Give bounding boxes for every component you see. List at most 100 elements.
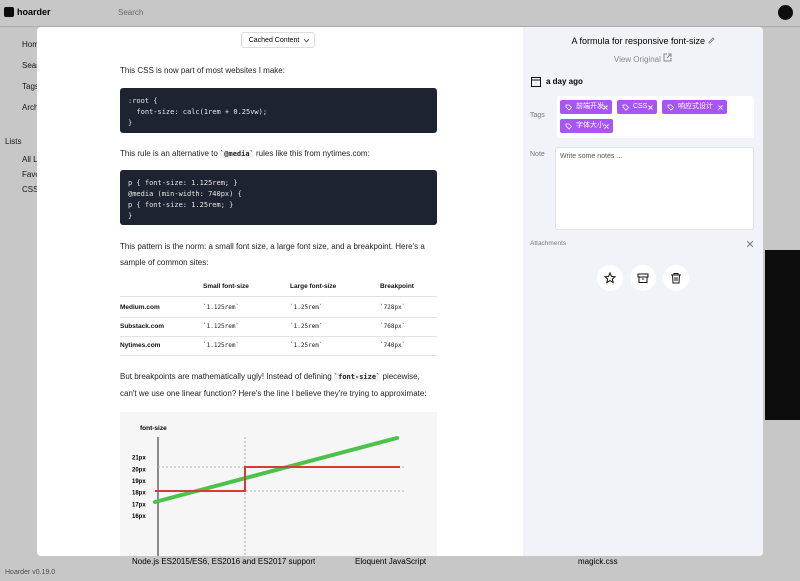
tag-icon (667, 104, 674, 111)
icon-path (718, 105, 723, 110)
text: This rule is an alternative to (120, 149, 221, 158)
calendar-icon (531, 77, 541, 87)
code-line: p { font-size: 1.125rem; } (128, 179, 238, 187)
list-item[interactable]: CSS (22, 185, 39, 194)
avatar[interactable] (778, 5, 793, 20)
delete-button[interactable] (663, 265, 689, 291)
remove-icon[interactable] (718, 105, 723, 110)
table-cell: `1.125rem` (203, 342, 240, 349)
tag-icon (565, 104, 572, 111)
table-cell: `1.25rem` (290, 304, 323, 311)
tag-chip[interactable]: CSS (617, 100, 657, 114)
favorite-button[interactable] (597, 265, 623, 291)
table-row: Medium.com `1.125rem` `1.25rem` `728px` (120, 299, 437, 318)
tags-label: Tags (530, 112, 545, 119)
paragraph: This pattern is the norm: a small font s… (120, 242, 425, 267)
tag-label: 前端开发 (576, 103, 604, 110)
table-header: Small font-size Large font-size Breakpoi… (120, 280, 437, 297)
archive-icon (637, 273, 649, 283)
icon-path (622, 104, 629, 111)
card-image (765, 250, 800, 420)
code-line: } (128, 212, 133, 220)
nav-item[interactable]: Archive (22, 103, 49, 112)
table-cell: `740px` (380, 342, 406, 349)
view-toggle[interactable]: Cached Content (241, 32, 315, 48)
card-title[interactable]: Node.js ES2015/ES6, ES2016 and ES2017 su… (132, 557, 316, 566)
attachments-label: Attachments (530, 240, 567, 247)
figure-tick-label: 19px (132, 479, 146, 485)
column-header: Small font-size (203, 283, 249, 290)
text: rules like this from nytimes.com: (253, 149, 370, 158)
code-line: :root { (128, 97, 158, 105)
note-label: Note (530, 151, 545, 158)
code-line: @media (min-width: 740px) { (128, 190, 242, 198)
table-cell: `1.25rem` (290, 323, 323, 330)
remove-icon[interactable] (604, 124, 609, 129)
title-text: A formula for responsive font-size (571, 36, 706, 46)
table-cell: `728px` (380, 304, 406, 311)
bookmark-title: A formula for responsive font-size (523, 36, 763, 46)
tag-icon (565, 123, 572, 130)
code-line: } (128, 119, 133, 127)
code-line: p { font-size: 1.25rem; } (128, 201, 234, 209)
text: piecewise, can't we use one linear funct… (120, 372, 427, 398)
trash-icon (671, 273, 681, 284)
icon-path (565, 104, 572, 111)
collapse-icon[interactable] (747, 241, 753, 247)
icon-path (667, 104, 674, 111)
step-line (155, 466, 400, 492)
figure-label: font-size (140, 425, 167, 432)
paragraph: But breakpoints are mathematically ugly!… (120, 369, 438, 401)
figure-tick-label: 17px (132, 502, 146, 508)
edit-icon[interactable] (708, 37, 715, 44)
remove-icon[interactable] (648, 105, 653, 110)
code-block: :root { font-size: calc(1rem + 0.25vw); … (120, 88, 437, 133)
link-text[interactable]: View Original (613, 55, 661, 64)
icon-path (648, 105, 653, 110)
table-cell: `1.125rem` (203, 323, 240, 330)
figure-tick-label: 20px (132, 467, 146, 473)
note-input[interactable]: Write some notes ... (555, 147, 754, 230)
code-line: font-size: calc(1rem + 0.25vw); (128, 108, 268, 116)
search-box[interactable]: Search (118, 8, 144, 17)
tag-chip[interactable]: 字体大小 (560, 119, 613, 133)
column-header: Large font-size (290, 283, 337, 290)
logo (4, 7, 14, 17)
table-cell: `768px` (380, 323, 406, 330)
archive-button[interactable] (630, 265, 656, 291)
card-title[interactable]: magick.css (578, 557, 618, 566)
table-row: Substack.com `1.125rem` `1.25rem` `768px` (120, 318, 437, 337)
brand[interactable]: hoarder (17, 7, 51, 17)
nav-item[interactable]: Home (22, 40, 44, 49)
nav-item[interactable]: Search (22, 61, 48, 70)
paragraph: This CSS is now part of most websites I … (120, 66, 285, 75)
column-header: Breakpoint (380, 283, 414, 290)
inline-code: `@media` (220, 150, 254, 158)
external-icon (663, 53, 672, 62)
timestamp: a day ago (546, 77, 583, 86)
inline-code: `font-size` (333, 373, 381, 381)
tag-chip[interactable]: 响应式设计 (662, 100, 727, 114)
table-cell: Substack.com (120, 323, 165, 330)
table-row: Nytimes.com `1.125rem` `1.25rem` `740px` (120, 337, 437, 356)
list-item[interactable]: All Lists (22, 155, 50, 164)
version: Hoarder v0.19.0 (5, 569, 56, 576)
tag-label: 响应式设计 (678, 103, 713, 110)
tag-label: CSS (633, 103, 648, 110)
nav-item[interactable]: Tags (22, 82, 39, 91)
tag-chip[interactable]: 前端开发 (560, 100, 612, 114)
figure-tick-label: 16px (132, 514, 146, 520)
remove-icon[interactable] (603, 105, 608, 110)
figure-tick-label: 21px (132, 456, 146, 462)
view-original[interactable]: View Original (523, 53, 763, 64)
card-title[interactable]: Eloquent JavaScript (355, 557, 427, 566)
icon-path (604, 124, 609, 129)
table-cell: Nytimes.com (120, 342, 161, 349)
table-cell: `1.25rem` (290, 342, 323, 349)
chevron (304, 39, 309, 43)
tag-icon (622, 104, 629, 111)
star-icon (604, 272, 616, 284)
figure: font-size 21px 20px 19px 18px 17px 16px (120, 412, 437, 556)
paragraph: This rule is an alternative to `@media` … (120, 146, 438, 163)
